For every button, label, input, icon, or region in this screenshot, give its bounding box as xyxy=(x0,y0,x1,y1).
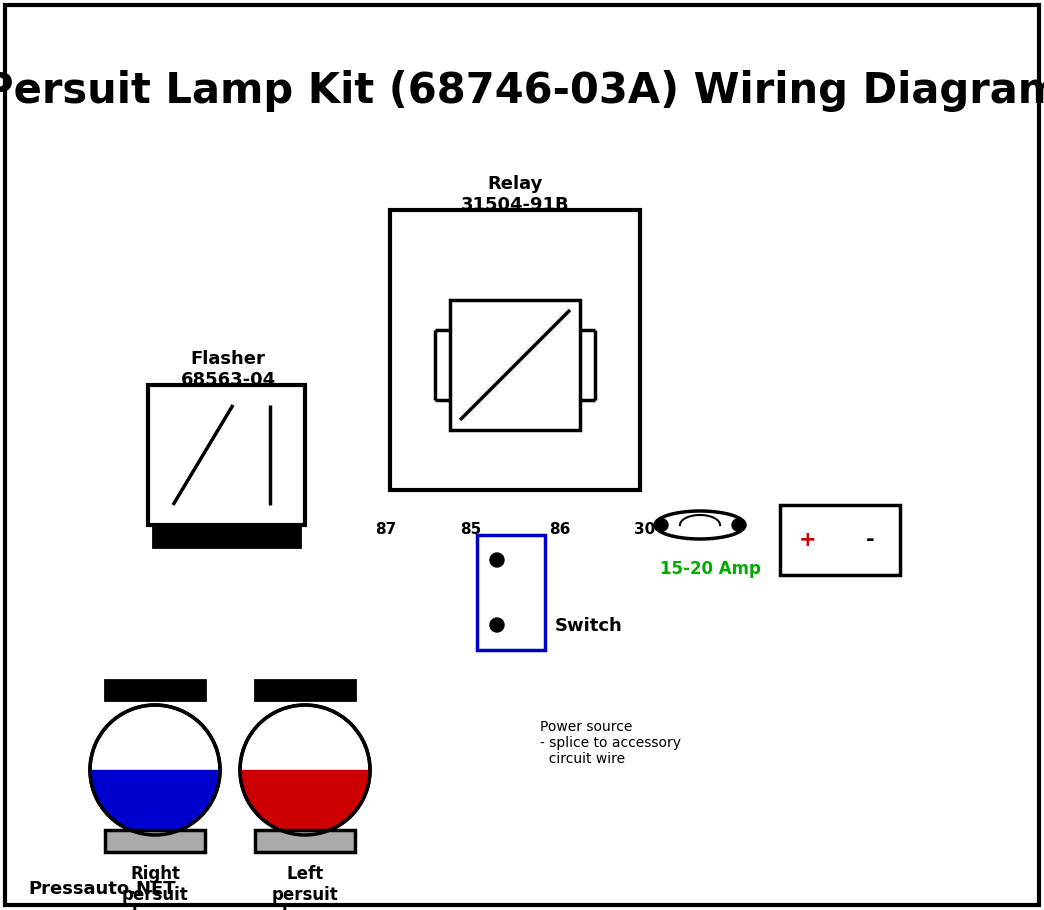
Text: Relay
31504-91B: Relay 31504-91B xyxy=(460,175,569,214)
Bar xyxy=(780,505,900,575)
Text: 86: 86 xyxy=(549,522,570,537)
Circle shape xyxy=(490,553,504,567)
Bar xyxy=(255,680,355,700)
Circle shape xyxy=(656,519,668,531)
Text: Left
persuit
lamp: Left persuit lamp xyxy=(271,865,338,910)
Bar xyxy=(105,830,205,852)
Text: Switch: Switch xyxy=(555,617,623,635)
Text: 87: 87 xyxy=(375,522,396,537)
Circle shape xyxy=(490,618,504,632)
Text: -: - xyxy=(865,530,874,550)
Circle shape xyxy=(90,705,220,835)
Text: Pressauto.NET: Pressauto.NET xyxy=(28,880,175,898)
Circle shape xyxy=(732,519,744,531)
Text: 85: 85 xyxy=(460,522,481,537)
Bar xyxy=(255,830,355,852)
Bar xyxy=(153,527,300,547)
Text: Power source
- splice to accessory
  circuit wire: Power source - splice to accessory circu… xyxy=(540,720,681,766)
Circle shape xyxy=(240,705,370,835)
Text: 15-20 Amp: 15-20 Amp xyxy=(660,560,760,578)
Text: Right
persuit
lamp: Right persuit lamp xyxy=(121,865,188,910)
Ellipse shape xyxy=(655,511,745,539)
Bar xyxy=(105,680,205,700)
Bar xyxy=(450,300,580,430)
Bar xyxy=(477,535,545,650)
Bar xyxy=(148,385,305,525)
Text: 30: 30 xyxy=(634,522,656,537)
Text: +: + xyxy=(800,530,816,550)
Text: Flasher
68563-04: Flasher 68563-04 xyxy=(181,350,276,389)
Bar xyxy=(390,210,640,490)
Text: Persuit Lamp Kit (68746-03A) Wiring Diagram: Persuit Lamp Kit (68746-03A) Wiring Diag… xyxy=(0,70,1044,112)
